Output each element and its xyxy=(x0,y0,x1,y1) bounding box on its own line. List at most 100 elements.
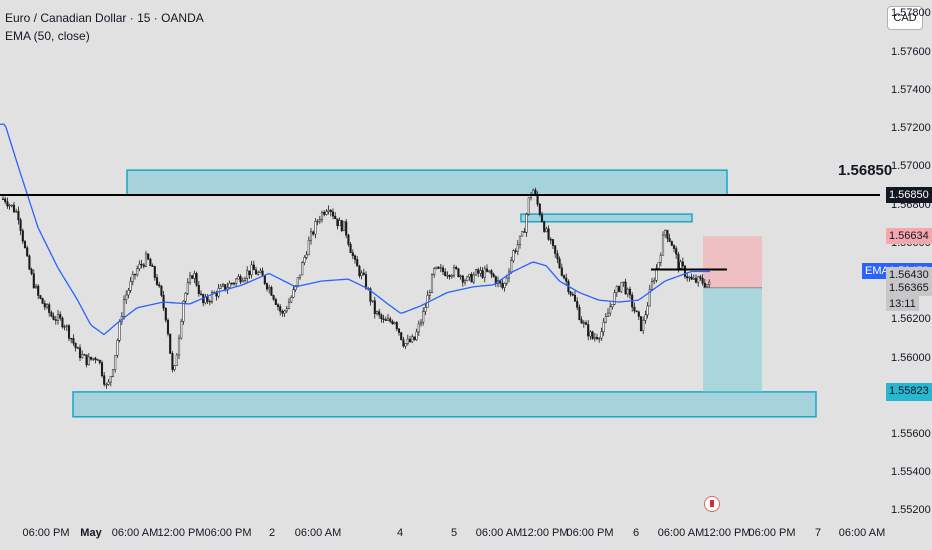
candle-body xyxy=(699,276,702,279)
candle-body xyxy=(576,301,579,308)
candle-body xyxy=(336,218,339,227)
candle-body xyxy=(534,189,537,195)
high-price-label: 1.56430 xyxy=(886,267,932,284)
x-tick-label: May xyxy=(80,527,102,539)
candle-body xyxy=(307,239,310,256)
resistance-price-label: 1.56850 xyxy=(886,187,932,203)
candle-body xyxy=(470,273,473,283)
candle-body xyxy=(448,275,451,277)
candle-body xyxy=(127,290,130,296)
candle-body xyxy=(342,221,346,232)
candle-body xyxy=(180,321,183,339)
candle-body xyxy=(435,266,438,269)
candle-body xyxy=(437,266,440,269)
candle-body xyxy=(644,314,647,321)
candle-body xyxy=(703,282,706,288)
candle-body xyxy=(118,321,121,341)
candle-body xyxy=(501,282,504,288)
y-tick-label: 1.55600 xyxy=(891,427,931,440)
x-tick-label: 12:00 PM xyxy=(703,527,751,539)
candle-body xyxy=(12,204,16,213)
candle-body xyxy=(503,282,506,288)
candle-body xyxy=(340,220,343,232)
candle-body xyxy=(672,245,676,249)
candle-body xyxy=(197,285,200,295)
candle-body xyxy=(188,275,192,284)
candle-body xyxy=(26,247,29,257)
candle-body xyxy=(87,356,90,366)
candle-body xyxy=(514,250,517,252)
candle-body xyxy=(661,234,665,256)
ema-layer xyxy=(0,123,710,336)
candle-body xyxy=(635,310,638,313)
candle-body xyxy=(250,264,253,276)
resistance-level-text: 1.56850 xyxy=(838,162,893,179)
candle-body xyxy=(114,355,117,370)
candle-body xyxy=(353,255,357,260)
candle-body xyxy=(697,276,700,283)
candle-body xyxy=(19,219,22,231)
candle-body xyxy=(155,277,159,285)
candle-body xyxy=(459,275,462,277)
y-tick-label: 1.57400 xyxy=(891,83,931,96)
candle-body xyxy=(549,239,552,241)
candle-body xyxy=(580,319,583,324)
candle-body xyxy=(129,281,132,291)
currency-button[interactable]: CAD xyxy=(887,6,923,30)
candle-body xyxy=(622,281,625,284)
candle-body xyxy=(360,272,363,276)
candle-body xyxy=(56,314,60,321)
lines-layer xyxy=(0,194,880,271)
candle-body xyxy=(290,296,293,303)
candle-body xyxy=(279,306,282,312)
candle-body xyxy=(657,262,660,269)
candle-body xyxy=(316,220,319,223)
candle-body xyxy=(325,211,328,215)
candle-body xyxy=(81,354,84,358)
candle-body xyxy=(334,215,337,220)
canada-flag-event-icon[interactable] xyxy=(704,496,720,512)
candle-body xyxy=(406,338,409,344)
candle-body xyxy=(373,300,376,315)
candle-body xyxy=(265,283,269,290)
candle-body xyxy=(598,337,601,340)
candle-body xyxy=(690,276,693,280)
candle-body xyxy=(613,292,616,305)
candle-body xyxy=(633,306,636,312)
candle-body xyxy=(428,292,431,296)
candle-body xyxy=(125,294,128,300)
candle-body xyxy=(98,359,101,363)
candle-body xyxy=(417,323,420,333)
candle-body xyxy=(523,231,526,233)
candle-body xyxy=(364,274,368,289)
candle-body xyxy=(413,336,416,341)
candle-body xyxy=(433,268,436,275)
candle-body xyxy=(510,260,513,273)
candle-body xyxy=(320,212,324,220)
candle-body xyxy=(369,288,372,302)
candle-body xyxy=(701,278,704,284)
candle-body xyxy=(389,318,392,322)
candle-body xyxy=(323,212,326,215)
candle-body xyxy=(329,209,332,213)
candle-body xyxy=(380,314,383,320)
candle-body xyxy=(620,282,623,292)
candle-body xyxy=(133,273,137,276)
candle-body xyxy=(210,292,214,302)
candle-body xyxy=(345,221,348,236)
candle-body xyxy=(551,239,555,246)
position-tool[interactable] xyxy=(703,236,762,392)
candle-body xyxy=(164,307,167,321)
candle-body xyxy=(384,319,387,321)
take-profit-area xyxy=(703,287,762,392)
candle-body xyxy=(455,267,458,269)
candle-body xyxy=(653,279,656,282)
candle-body xyxy=(602,321,605,332)
candle-body xyxy=(624,281,627,295)
candle-body xyxy=(356,259,359,267)
candle-body xyxy=(626,288,629,295)
candle-body xyxy=(281,310,284,314)
candle-body xyxy=(175,354,178,366)
candle-body xyxy=(686,276,689,279)
